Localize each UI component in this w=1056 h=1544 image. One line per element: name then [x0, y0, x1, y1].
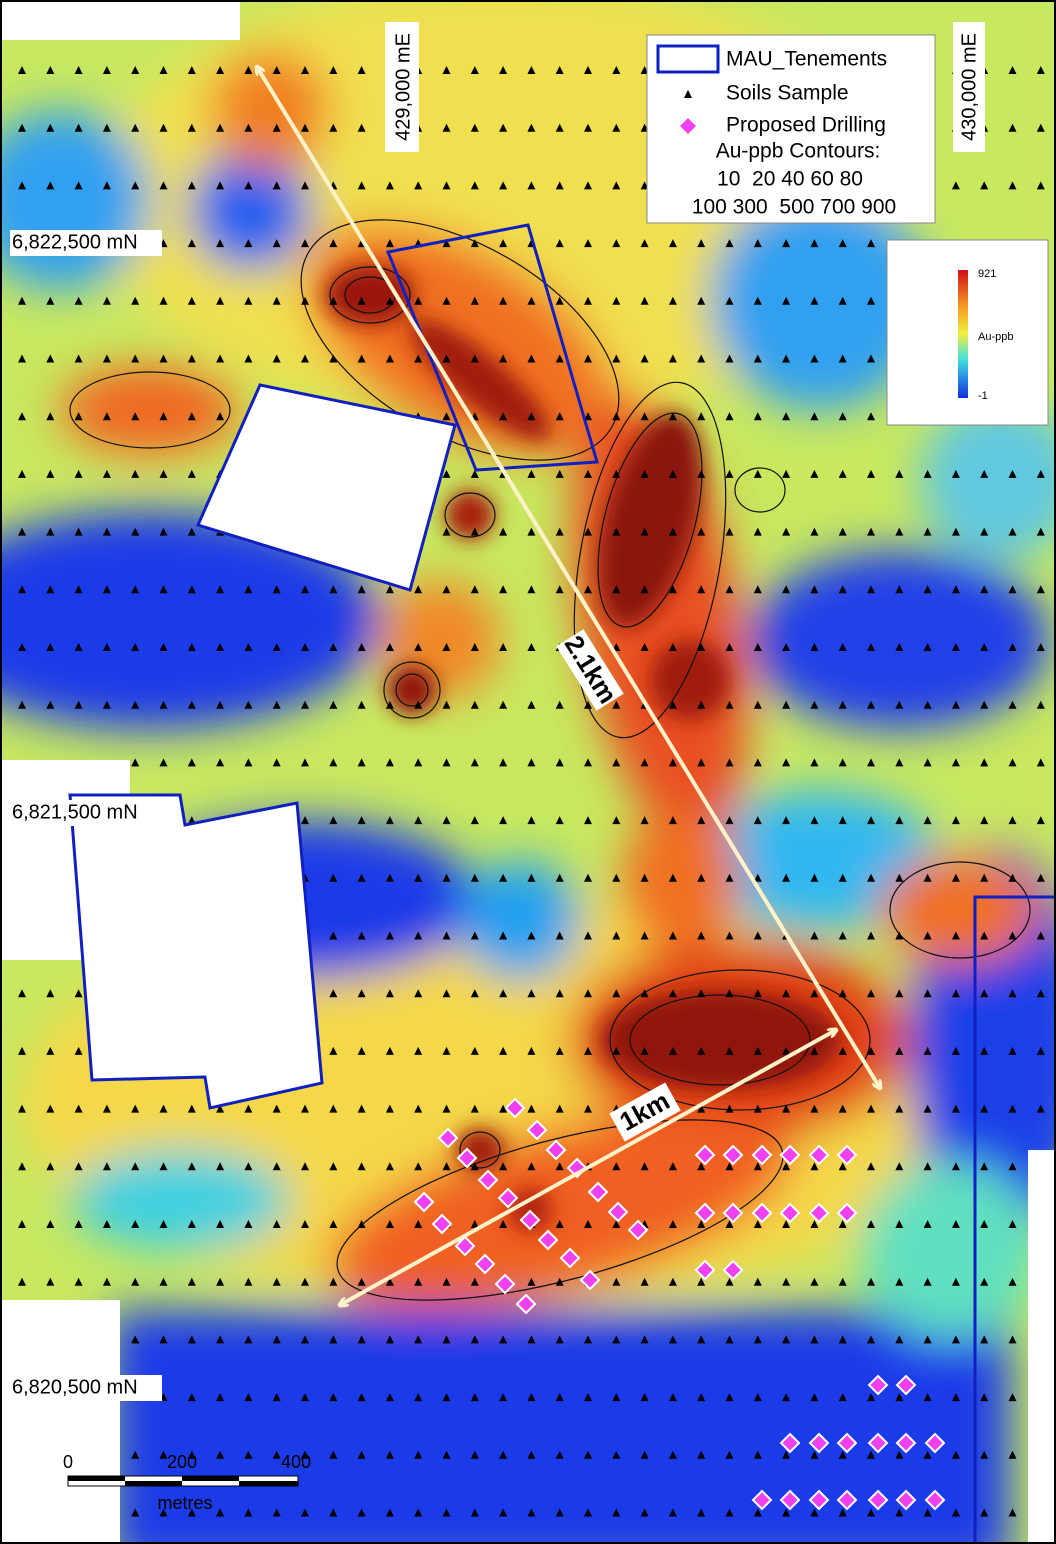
colorbar-max: 921	[978, 268, 996, 280]
northing-label: 6,821,500 mN	[12, 801, 138, 823]
legend-contours-title: Au-ppb Contours:	[716, 140, 881, 163]
legend-item: Proposed Drilling	[726, 114, 886, 137]
page: 2.1km 1km 429,000 mE 430,000 mE 6,822,50…	[0, 0, 1056, 1544]
legend: MAU_Tenements Soils Sample Proposed Dril…	[647, 35, 935, 223]
scale-tick: 0	[63, 1452, 73, 1472]
northing-label: 6,820,500 mN	[12, 1376, 138, 1398]
easting-label: 430,000 mE	[958, 33, 980, 141]
scale-tick: 200	[167, 1452, 197, 1472]
colorbar-label: Au-ppb	[978, 331, 1013, 343]
legend-item: MAU_Tenements	[726, 48, 887, 71]
northing-label: 6,822,500 mN	[12, 231, 138, 253]
scale-tick: 400	[281, 1452, 311, 1472]
colorbar-min: -1	[978, 390, 988, 402]
colorbar: 921 Au-ppb -1	[887, 240, 1048, 425]
scale-unit: metres	[157, 1493, 212, 1513]
legend-item: Soils Sample	[726, 82, 849, 105]
legend-contours: 10 20 40 60 80	[717, 168, 863, 191]
legend-contours: 100 300 500 700 900	[692, 196, 896, 219]
tenement	[70, 795, 322, 1108]
map: 2.1km 1km 429,000 mE 430,000 mE 6,822,50…	[0, 0, 1056, 1544]
easting-label: 429,000 mE	[392, 33, 414, 141]
